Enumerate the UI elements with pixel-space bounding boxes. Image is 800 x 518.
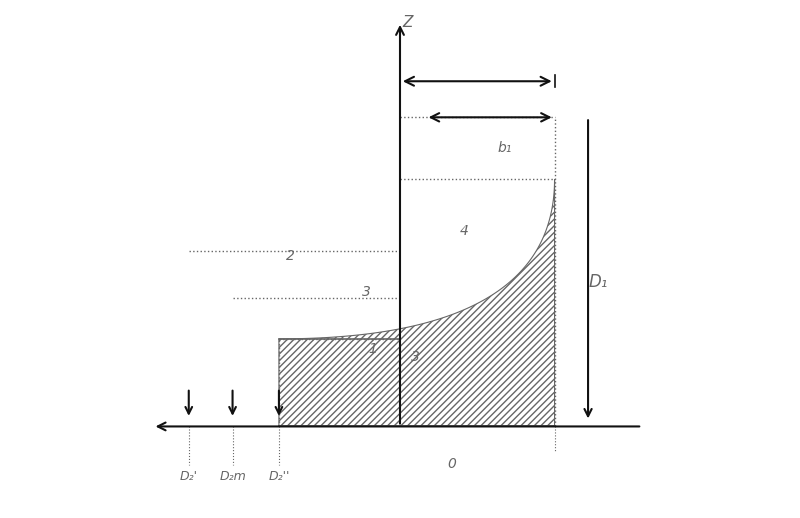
Text: D₁: D₁ [588, 273, 607, 291]
Polygon shape [279, 179, 554, 426]
Text: 3: 3 [362, 285, 371, 299]
Text: D₂': D₂' [180, 470, 198, 483]
Text: b₁: b₁ [498, 141, 512, 155]
Text: 0: 0 [447, 457, 456, 471]
Text: D₂m: D₂m [219, 470, 246, 483]
Text: 3: 3 [411, 350, 420, 364]
Text: 1: 1 [368, 342, 377, 356]
Text: 2: 2 [286, 250, 294, 264]
Text: D₂'': D₂'' [268, 470, 290, 483]
Text: 4: 4 [459, 224, 468, 238]
Text: Z: Z [402, 15, 413, 30]
